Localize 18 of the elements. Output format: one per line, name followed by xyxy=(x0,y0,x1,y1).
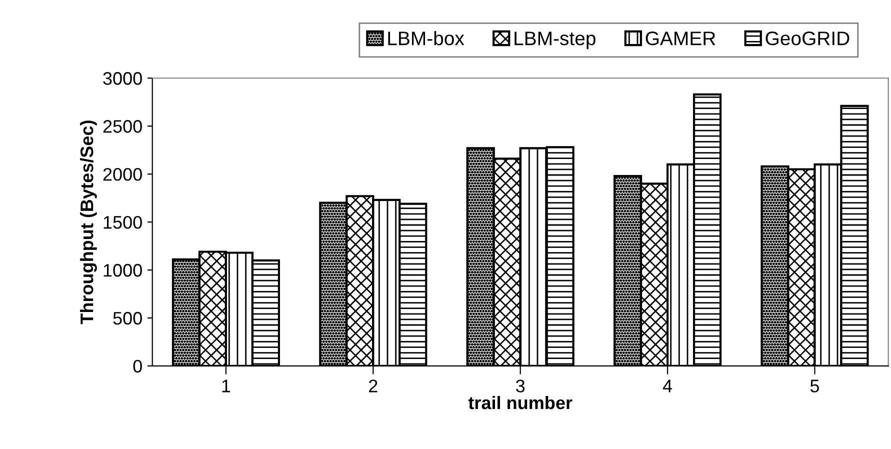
legend-label: GAMER xyxy=(646,32,716,46)
legend-label: GeoGRID xyxy=(766,32,850,46)
x-tick-label: 2 xyxy=(369,380,378,392)
y-tick-label: 500 xyxy=(113,312,142,325)
y-tick-label: 2500 xyxy=(103,120,142,133)
y-tick-label: 1500 xyxy=(104,216,142,229)
x-tick-label: 1 xyxy=(222,380,230,392)
legend-label: LBM-box xyxy=(388,30,464,46)
x-tick-label: 3 xyxy=(516,380,525,392)
legend-label: LBM-step xyxy=(514,32,596,50)
y-tick-label: 3000 xyxy=(103,72,142,85)
y-tick-label: 1000 xyxy=(104,264,142,277)
x-axis-title: trail number xyxy=(468,396,572,410)
x-tick-label: 5 xyxy=(810,380,819,392)
y-tick-label: 0 xyxy=(133,360,142,373)
x-tick-label: 4 xyxy=(662,380,672,392)
y-axis-title: Throughput (Bytes/Sec) xyxy=(80,120,97,324)
y-tick-label: 2000 xyxy=(103,168,142,181)
